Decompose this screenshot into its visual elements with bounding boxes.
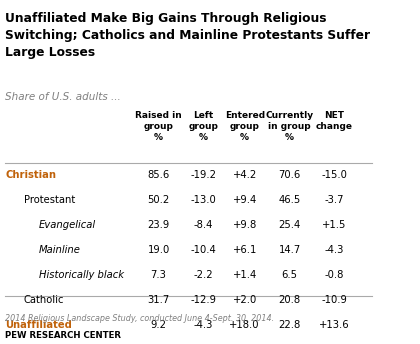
Text: PEW RESEARCH CENTER: PEW RESEARCH CENTER — [5, 331, 121, 340]
Text: 85.6: 85.6 — [147, 170, 170, 180]
Text: Protestant: Protestant — [24, 195, 75, 205]
Text: 50.2: 50.2 — [147, 195, 170, 205]
Text: +13.6: +13.6 — [319, 320, 350, 330]
Text: NET
change: NET change — [316, 110, 353, 131]
Text: +4.2: +4.2 — [233, 170, 257, 180]
Text: 7.3: 7.3 — [151, 270, 167, 280]
Text: Raised in
group
%: Raised in group % — [135, 110, 182, 142]
Text: 2014 Religious Landscape Study, conducted June 4-Sept. 30, 2014.: 2014 Religious Landscape Study, conducte… — [5, 314, 274, 323]
Text: Share of U.S. adults ...: Share of U.S. adults ... — [5, 92, 121, 102]
Text: -4.3: -4.3 — [325, 245, 344, 255]
Text: 20.8: 20.8 — [278, 295, 301, 305]
Text: +1.5: +1.5 — [323, 220, 347, 230]
Text: -15.0: -15.0 — [322, 170, 347, 180]
Text: Entered
group
%: Entered group % — [225, 110, 265, 142]
Text: -10.4: -10.4 — [191, 245, 216, 255]
Text: -0.8: -0.8 — [325, 270, 344, 280]
Text: -2.2: -2.2 — [194, 270, 213, 280]
Text: +2.0: +2.0 — [233, 295, 257, 305]
Text: +9.8: +9.8 — [233, 220, 257, 230]
Text: 14.7: 14.7 — [278, 245, 301, 255]
Text: -3.7: -3.7 — [325, 195, 344, 205]
Text: -19.2: -19.2 — [191, 170, 217, 180]
Text: 31.7: 31.7 — [147, 295, 170, 305]
Text: Left
group
%: Left group % — [189, 110, 218, 142]
Text: 46.5: 46.5 — [278, 195, 301, 205]
Text: -8.4: -8.4 — [194, 220, 213, 230]
Text: 19.0: 19.0 — [147, 245, 170, 255]
Text: Catholic: Catholic — [24, 295, 64, 305]
Text: 9.2: 9.2 — [151, 320, 167, 330]
Text: Evangelical: Evangelical — [39, 220, 96, 230]
Text: +9.4: +9.4 — [233, 195, 257, 205]
Text: 22.8: 22.8 — [278, 320, 301, 330]
Text: -4.3: -4.3 — [194, 320, 213, 330]
Text: Historically black: Historically black — [39, 270, 124, 280]
Text: -12.9: -12.9 — [191, 295, 217, 305]
Text: 70.6: 70.6 — [278, 170, 301, 180]
Text: 25.4: 25.4 — [278, 220, 301, 230]
Text: +6.1: +6.1 — [233, 245, 257, 255]
Text: Unaffiliated Make Big Gains Through Religious
Switching; Catholics and Mainline : Unaffiliated Make Big Gains Through Reli… — [5, 12, 370, 58]
Text: +1.4: +1.4 — [233, 270, 257, 280]
Text: -13.0: -13.0 — [191, 195, 216, 205]
Text: +18.0: +18.0 — [229, 320, 260, 330]
Text: Unaffiliated: Unaffiliated — [5, 320, 72, 330]
Text: 23.9: 23.9 — [147, 220, 170, 230]
Text: Christian: Christian — [5, 170, 56, 180]
Text: Currently
in group
%: Currently in group % — [265, 110, 314, 142]
Text: 6.5: 6.5 — [282, 270, 298, 280]
Text: -10.9: -10.9 — [322, 295, 347, 305]
Text: Mainline: Mainline — [39, 245, 81, 255]
